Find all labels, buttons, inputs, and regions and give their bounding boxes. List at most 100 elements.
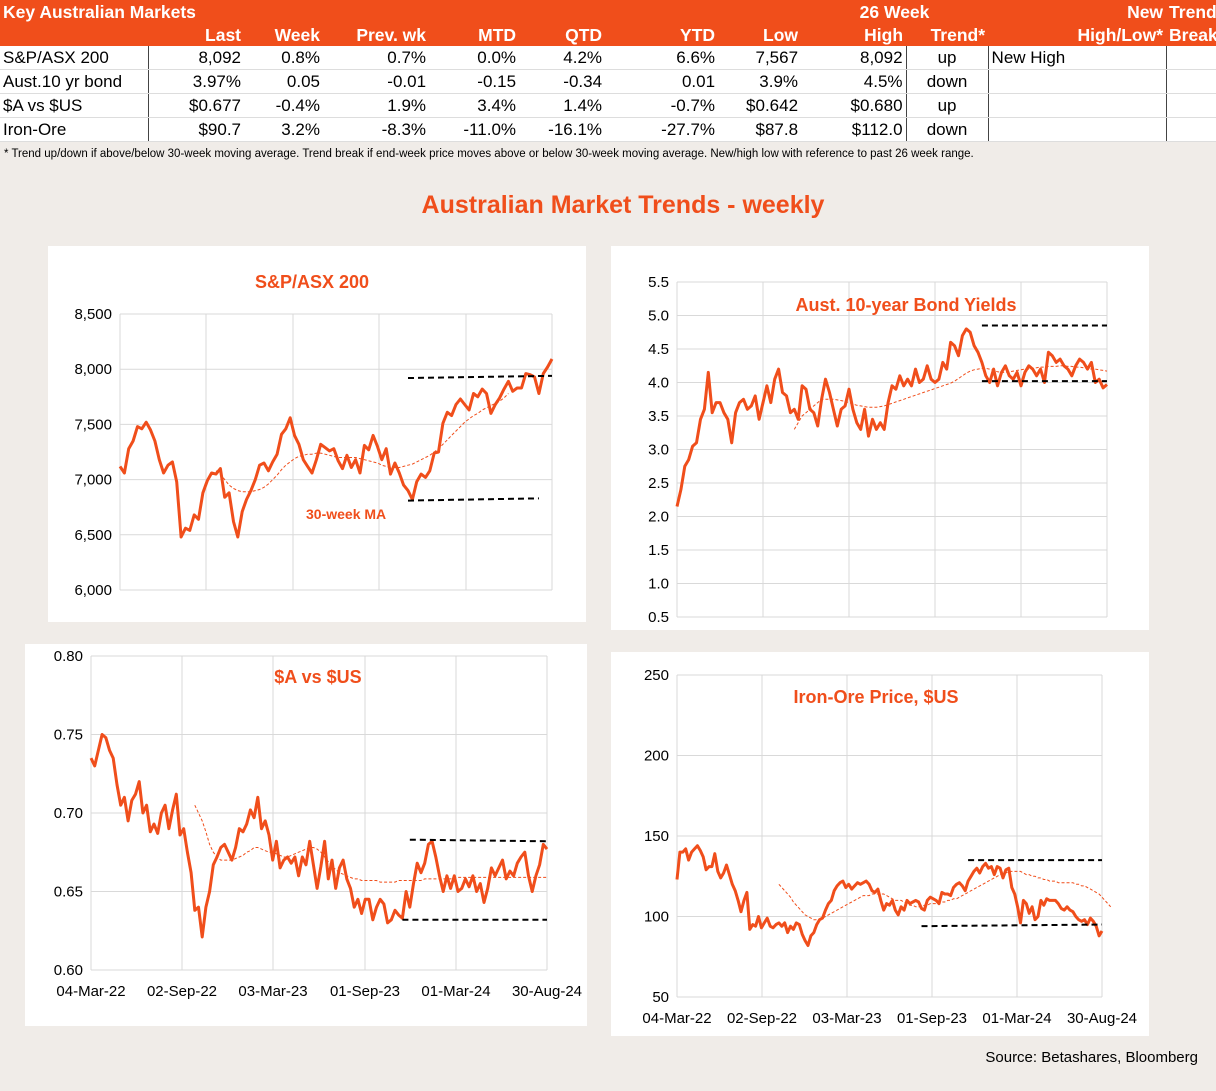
col-header: Trend* (906, 23, 989, 46)
col-header: High/Low* (988, 23, 1167, 46)
col-header: QTD (519, 23, 606, 46)
chart-title: Aust. 10-year Bond Yields (795, 295, 1016, 315)
cell: 0.7% (323, 46, 430, 70)
cell: 0.8% (244, 46, 323, 70)
x-tick-label: 03-Mar-23 (238, 983, 307, 1000)
aud-chart: 0.60 0.65 0.70 0.75 0.80 04-Mar-22 02-Sep-22 03… (54, 648, 582, 1000)
y-tick-label: 150 (644, 828, 669, 845)
cell: -0.01 (323, 69, 430, 94)
cell (1166, 69, 1216, 94)
y-tick-label: 6,500 (74, 527, 112, 544)
row-name: S&P/ASX 200 (0, 46, 149, 70)
range-dashed-line (407, 497, 539, 502)
cell: 6.6% (605, 46, 719, 70)
cell: -8.3% (323, 117, 430, 142)
moving-average-line (793, 365, 1108, 430)
x-tick-label: 03-Mar-23 (812, 1010, 881, 1027)
col-header: Last (148, 23, 244, 46)
cell: 8,092 (801, 46, 907, 70)
cell: -0.34 (519, 69, 606, 94)
moving-average-line (215, 393, 509, 493)
y-tick-label: 1.0 (648, 576, 669, 593)
cell: 1.4% (519, 93, 606, 118)
x-tick-label: 01-Sep-23 (330, 983, 400, 1000)
cell: 3.97% (148, 69, 244, 94)
x-tick-label: 04-Mar-22 (56, 983, 125, 1000)
cell: up (906, 46, 989, 70)
y-tick-label: 0.80 (54, 648, 83, 665)
table-row: Iron-Ore $90.7 3.2% -8.3% -11.0% -16.1% … (0, 117, 1216, 142)
price-line (118, 358, 554, 539)
y-tick-label: 50 (652, 989, 669, 1006)
cell: 0.05 (244, 69, 323, 94)
moving-average-line (778, 870, 1112, 921)
cell: up (906, 93, 989, 118)
y-tick-label: 4.0 (648, 375, 669, 392)
cell: $0.677 (148, 93, 244, 118)
cell: $0.680 (801, 93, 907, 118)
table-row: $A vs $US $0.677 -0.4% 1.9% 3.4% 1.4% -0… (0, 93, 1216, 118)
y-tick-label: 0.75 (54, 727, 83, 744)
chart-title: Iron-Ore Price, $US (793, 687, 958, 707)
x-tick-label: 30-Aug-24 (1067, 1010, 1137, 1027)
x-tick-label: 01-Mar-24 (421, 983, 490, 1000)
x-tick-label: 02-Sep-22 (147, 983, 217, 1000)
y-tick-label: 250 (644, 667, 669, 684)
price-line (675, 844, 1104, 947)
cell: down (906, 69, 989, 94)
cell (1166, 46, 1216, 70)
cell (988, 69, 1167, 94)
asx-chart: 6,000 6,500 7,000 7,500 8,000 8,500 S&P/ASX 20… (74, 272, 554, 599)
row-name: Iron-Ore (0, 117, 149, 142)
cell: 1.9% (323, 93, 430, 118)
price-line (675, 327, 1108, 507)
cell: down (906, 117, 989, 142)
cell: $90.7 (148, 117, 244, 142)
x-tick-label: 01-Sep-23 (897, 1010, 967, 1027)
cell: $0.642 (718, 93, 802, 118)
cell (1166, 93, 1216, 118)
y-tick-label: 5.0 (648, 308, 669, 325)
y-tick-label: 100 (644, 909, 669, 926)
table-footnote: * Trend up/down if above/below 30-week m… (4, 148, 974, 160)
chart-title: S&P/ASX 200 (255, 272, 369, 292)
cell: 4.5% (801, 69, 907, 94)
chart-title: $A vs $US (274, 667, 361, 687)
y-tick-label: 1.5 (648, 542, 669, 559)
cell: New High (988, 46, 1167, 70)
col-header: Low (718, 23, 802, 46)
table-header-columns: Last Week Prev. wk MTD QTD YTD Low High … (0, 23, 1216, 46)
x-tick-label: 04-Mar-22 (642, 1010, 711, 1027)
cell (1166, 117, 1216, 142)
y-tick-label: 200 (644, 748, 669, 765)
cell: -27.7% (605, 117, 719, 142)
y-tick-label: 3.5 (648, 408, 669, 425)
header-trend: Trend (1166, 0, 1216, 23)
y-tick-label: 8,500 (74, 306, 112, 323)
y-tick-label: 0.70 (54, 805, 83, 822)
y-tick-label: 0.5 (648, 609, 669, 626)
main-title: Australian Market Trends - weekly (421, 191, 825, 219)
table-header-top: Key Australian Markets 26 Week New Trend (0, 0, 1216, 23)
col-header: Week (244, 23, 323, 46)
x-tick-label: 01-Mar-24 (982, 1010, 1051, 1027)
table-row: Aust.10 yr bond 3.97% 0.05 -0.01 -0.15 -… (0, 69, 1216, 94)
table-row: S&P/ASX 200 8,092 0.8% 0.7% 0.0% 4.2% 6.… (0, 46, 1216, 70)
col-header: YTD (605, 23, 719, 46)
source-note: Source: Betashares, Bloomberg (985, 1049, 1198, 1066)
bond-chart-panel: 0.5 1.0 1.5 2.0 2.5 3.0 3.5 4.0 4.5 5.0 5.5 Aust. 1… (611, 246, 1149, 630)
col-header: MTD (429, 23, 520, 46)
cell: 3.9% (718, 69, 802, 94)
col-header: Prev. wk (323, 23, 430, 46)
cell: 0.0% (429, 46, 520, 70)
cell (988, 117, 1167, 142)
y-tick-label: 2.0 (648, 509, 669, 526)
bond-chart: 0.5 1.0 1.5 2.0 2.5 3.0 3.5 4.0 4.5 5.0 5.5 Aust. 1… (648, 274, 1108, 626)
y-tick-label: 2.5 (648, 475, 669, 492)
cell: 7,567 (718, 46, 802, 70)
y-tick-label: 7,000 (74, 472, 112, 489)
col-header: High (801, 23, 907, 46)
y-tick-label: 5.5 (648, 274, 669, 291)
y-tick-label: 7,500 (74, 416, 112, 433)
cell: 3.2% (244, 117, 323, 142)
